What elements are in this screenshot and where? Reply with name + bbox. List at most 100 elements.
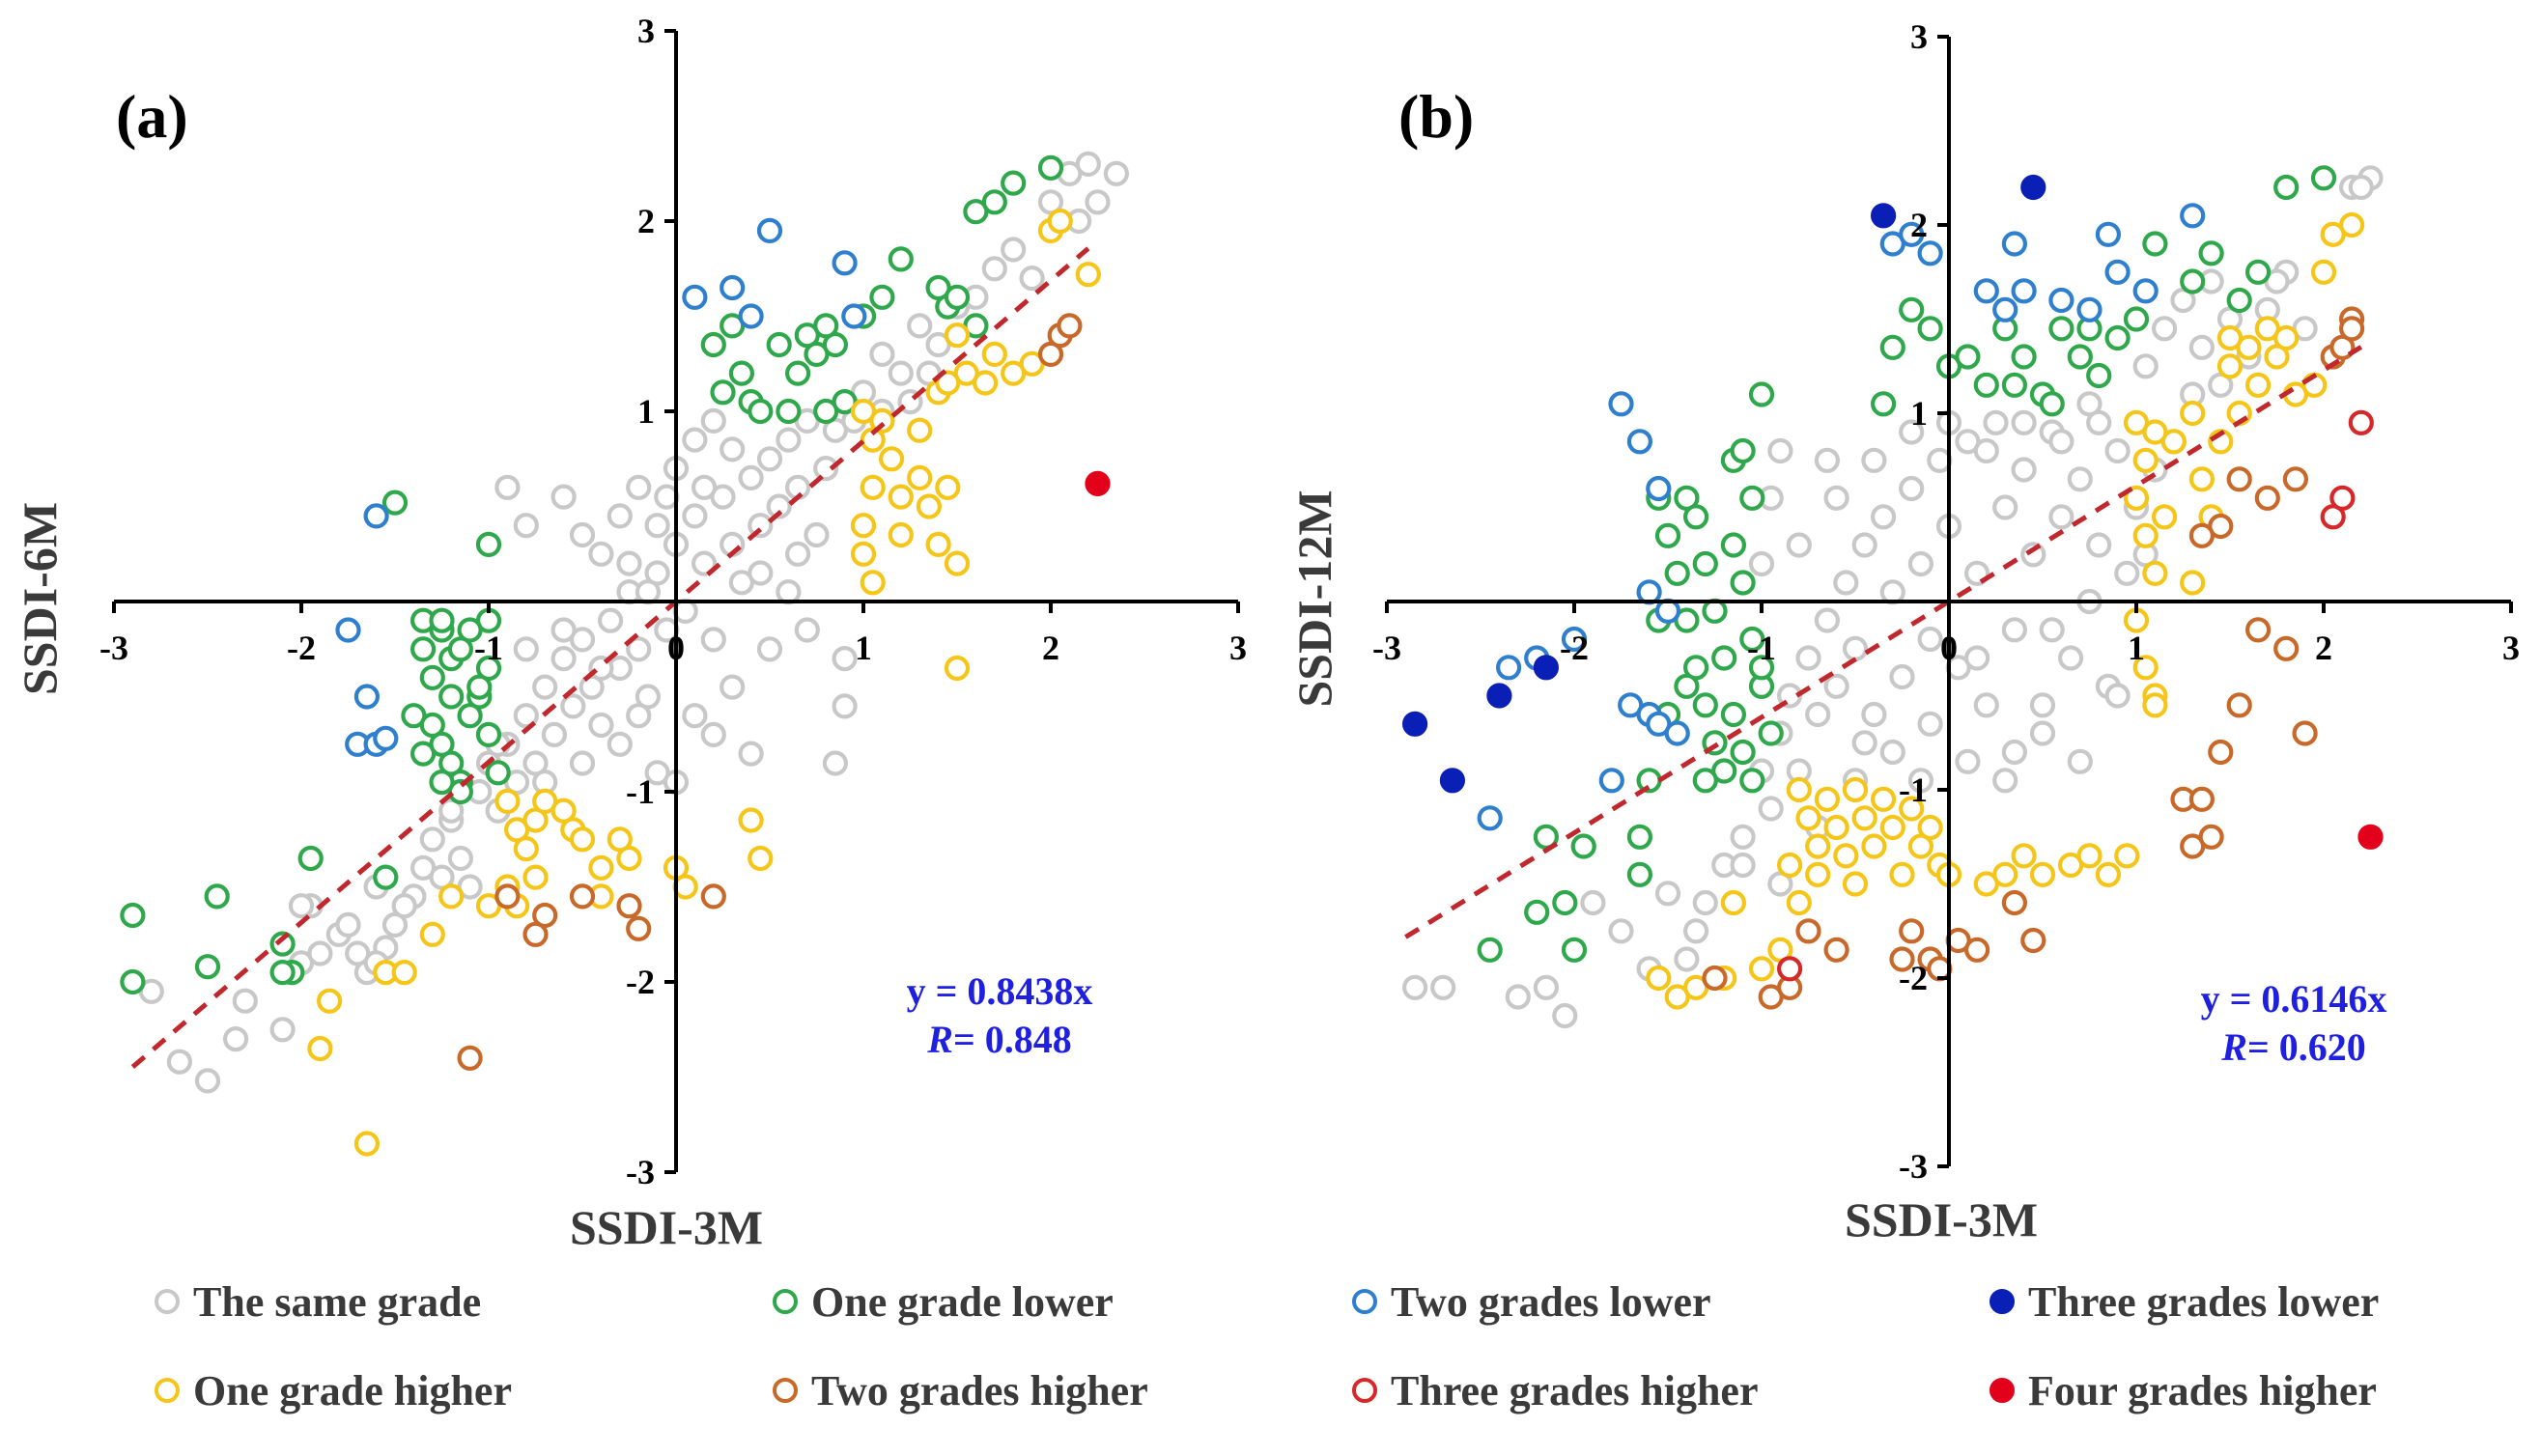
point-same (391, 893, 417, 919)
point-same (1786, 532, 1812, 558)
y-tick-label: -1 (626, 772, 655, 811)
x-tick-label: -1 (1747, 629, 1776, 667)
legend-item-two_lower: Two grades lower (1352, 1273, 1711, 1330)
point-one_higher (1823, 814, 1849, 841)
point-three_higher (2348, 409, 2374, 435)
point-same (832, 693, 858, 719)
point-two_lower (335, 617, 361, 643)
point-two_lower (1646, 475, 1672, 502)
point-same (1654, 881, 1681, 907)
point-one_lower (1524, 899, 1550, 925)
point-two_lower (363, 503, 389, 529)
point-two_lower (1561, 626, 1588, 653)
point-one_higher (888, 484, 914, 510)
point-same (2029, 720, 2056, 746)
point-one_higher (2029, 861, 2056, 887)
point-same (1889, 663, 1915, 690)
y-axis-label: SSDI-6M (13, 502, 67, 695)
point-same (494, 474, 521, 500)
r-value-text: = 0.620 (2247, 1025, 2366, 1069)
point-one_higher (2132, 522, 2159, 548)
series-two_lower (335, 217, 867, 757)
point-three_higher (2329, 485, 2356, 511)
point-one_higher (1889, 861, 1915, 887)
point-one_lower (2048, 316, 2074, 342)
point-same (166, 1049, 192, 1075)
point-two_higher (2339, 316, 2365, 342)
point-two_higher (2292, 720, 2318, 746)
point-one_lower (748, 398, 774, 425)
point-same (1823, 673, 1849, 699)
y-tick-label: 3 (1910, 17, 1928, 56)
point-same (588, 712, 614, 739)
point-two_lower (738, 303, 764, 329)
x-tick-label: -1 (474, 629, 503, 667)
point-one_lower (700, 331, 726, 358)
point-same (822, 750, 849, 776)
legend-item-three_higher: Three grades higher (1352, 1361, 1759, 1419)
point-one_higher (1861, 833, 1887, 859)
point-one_higher (850, 541, 877, 567)
point-three_lower (2020, 174, 2046, 201)
point-one_higher (878, 446, 905, 472)
point-same (720, 674, 746, 700)
point-two_higher (2208, 739, 2234, 766)
y-tick-label: -2 (1899, 959, 1928, 997)
point-same (2001, 617, 2027, 643)
point-same (1899, 419, 1925, 445)
point-same (2188, 334, 2215, 360)
point-one_higher (2180, 400, 2206, 427)
point-one_lower (485, 760, 511, 786)
point-one_lower (1973, 372, 1999, 398)
legend-marker-same (155, 1289, 180, 1314)
point-same (756, 446, 783, 472)
legend-item-two_higher: Two grades higher (773, 1361, 1148, 1419)
x-tick-label: 1 (2128, 629, 2145, 667)
point-same (513, 703, 539, 729)
point-three_lower (1870, 203, 1897, 229)
point-same (1533, 974, 1560, 1000)
point-two_lower (1917, 240, 1943, 266)
point-one_higher (2132, 655, 2159, 681)
series-four_higher (2357, 824, 2384, 850)
point-one_lower (1748, 655, 1775, 681)
point-two_lower (841, 303, 867, 329)
point-one_higher (2142, 560, 2168, 586)
point-two_lower (682, 284, 708, 310)
point-same (2020, 542, 2046, 568)
y-tick-label: -3 (1899, 1147, 1928, 1186)
point-two_lower (1992, 296, 2018, 322)
point-same (560, 693, 586, 719)
point-same (223, 1025, 249, 1052)
point-one_higher (2011, 843, 2037, 869)
legend-label: Four grades higher (2028, 1366, 2377, 1414)
point-two_higher (626, 915, 652, 941)
point-two_lower (2048, 287, 2074, 314)
point-same (1851, 730, 1877, 756)
point-one_higher (1992, 861, 2018, 887)
point-same (1833, 570, 1859, 596)
point-one_lower (2011, 344, 2037, 370)
legend-label: One grade lower (811, 1277, 1114, 1326)
point-one_higher (494, 788, 521, 815)
point-same (2029, 692, 2056, 718)
point-same (597, 607, 624, 633)
legend-label: Two grades lower (1391, 1277, 1711, 1326)
point-one_lower (728, 360, 755, 386)
point-one_higher (1842, 871, 1869, 897)
point-one_higher (1795, 805, 1821, 831)
point-two_lower (1654, 598, 1681, 624)
point-same (194, 1068, 221, 1094)
point-same (2104, 683, 2131, 709)
point-one_higher (944, 550, 971, 576)
point-one_higher (860, 570, 886, 596)
point-same (832, 645, 858, 672)
point-same (738, 464, 764, 490)
point-same (1767, 437, 1793, 464)
point-same (607, 731, 633, 757)
point-same (307, 940, 333, 966)
point-two_higher (494, 883, 521, 910)
fit-equation: y = 0.6146x (2201, 977, 2387, 1021)
series-three_higher (1776, 409, 2374, 982)
point-same (700, 407, 726, 434)
